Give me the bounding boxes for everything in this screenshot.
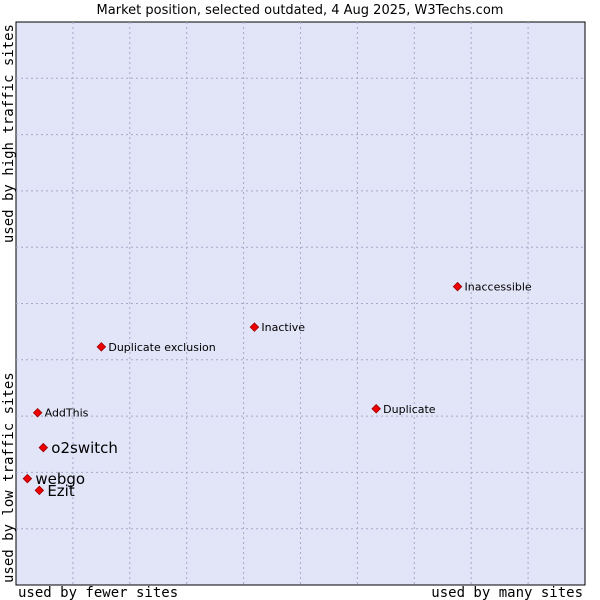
data-point-label: webgo — [35, 470, 85, 488]
data-point: o2switch — [38, 439, 118, 457]
data-point-marker — [249, 322, 260, 332]
x-axis-label-low: used by fewer sites — [18, 585, 178, 600]
data-point-label: Inactive — [261, 321, 305, 334]
grid-lines — [16, 22, 585, 585]
data-point: Inaccessible — [452, 281, 532, 294]
data-point-label: Ezit — [47, 482, 75, 500]
data-point: Duplicate exclusion — [96, 341, 216, 354]
y-axis-label-low: used by low traffic sites — [1, 372, 17, 583]
data-point-marker — [96, 342, 107, 352]
data-point: Inactive — [249, 321, 305, 334]
data-point: Duplicate — [371, 403, 436, 416]
chart-title: Market position, selected outdated, 4 Au… — [97, 3, 504, 18]
data-point-label: Duplicate exclusion — [108, 341, 215, 354]
x-axis-label-high: used by many sites — [431, 585, 583, 600]
data-point-marker — [452, 281, 463, 292]
data-point-marker — [38, 442, 49, 453]
data-points: Inaccessible Inactive Duplicate exclusion A… — [22, 281, 532, 500]
data-point-label: o2switch — [51, 439, 118, 457]
data-point-label: Duplicate — [383, 403, 436, 416]
data-point-marker — [371, 404, 381, 414]
data-point-marker — [34, 485, 45, 496]
y-axis-label-high: used by high traffic sites — [1, 24, 17, 243]
data-point: Ezit — [34, 482, 75, 500]
data-point: webgo — [22, 470, 85, 488]
data-point-marker — [22, 473, 33, 484]
data-point: AddThis — [32, 407, 89, 420]
data-point-label: Inaccessible — [465, 281, 532, 294]
data-point-marker — [32, 407, 43, 418]
data-point-label: AddThis — [45, 407, 89, 420]
